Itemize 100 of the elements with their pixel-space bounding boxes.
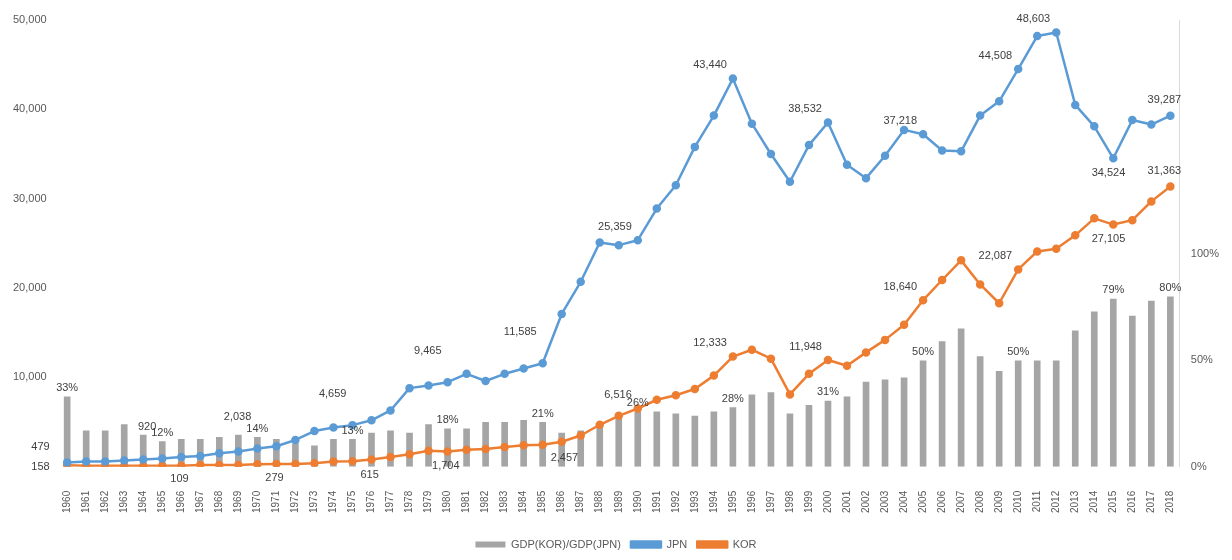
legend-label: KOR [732, 537, 757, 550]
x-tick-label: 2016 [1126, 490, 1138, 513]
x-tick-label: 1961 [79, 490, 91, 513]
x-tick-label: 1962 [98, 490, 110, 513]
x-tick-label: 1964 [136, 490, 148, 513]
x-tick-label: 1986 [555, 490, 567, 513]
data-label: 158 [31, 460, 50, 473]
x-tick-label: 2010 [1011, 490, 1023, 513]
x-tick-label: 1987 [574, 490, 586, 513]
x-tick-label: 2012 [1049, 490, 1061, 513]
data-label: 920 [137, 420, 157, 433]
x-tick-label: 1990 [631, 490, 643, 513]
data-label: 2,038 [223, 410, 252, 423]
x-tick-label: 1980 [441, 490, 453, 513]
x-tick-label: 2011 [1030, 490, 1042, 513]
data-label: 37,218 [883, 113, 918, 126]
x-tick-label: 2000 [821, 490, 833, 513]
data-label: 13% [341, 423, 364, 436]
x-tick-label: 1971 [270, 490, 282, 513]
data-label: 615 [360, 467, 379, 480]
x-tick-label: 2018 [1164, 490, 1176, 513]
x-tick-label: 1975 [346, 490, 358, 513]
data-label: 50% [912, 344, 935, 357]
data-label: 14% [246, 421, 269, 434]
data-label: 27,105 [1091, 232, 1126, 245]
legend-label: GDP(KOR)/GDP(JPN) [510, 537, 621, 550]
x-tick-label: 1974 [327, 490, 339, 513]
x-tick-label: 2004 [897, 490, 909, 513]
data-label: 44,508 [978, 48, 1013, 61]
x-tick-label: 1977 [384, 490, 396, 513]
data-label: 479 [31, 439, 50, 452]
x-tick-label: 1978 [403, 490, 415, 513]
x-tick-label: 1979 [422, 490, 434, 513]
data-label: 18,640 [883, 279, 918, 292]
x-tick-label: 2008 [973, 490, 985, 513]
data-label: 12,333 [693, 336, 727, 349]
y-tick-label: 10,000 [12, 370, 47, 383]
data-label: 18% [436, 412, 459, 425]
data-label: 31,363 [1147, 164, 1182, 177]
x-tick-label: 1998 [783, 490, 795, 513]
data-label: 11,585 [503, 324, 537, 337]
x-tick-label: 1983 [498, 490, 510, 513]
data-label: 21% [531, 406, 554, 419]
data-label: 22,087 [978, 248, 1013, 261]
x-tick-label: 1968 [213, 490, 225, 513]
data-label: 34,524 [1091, 165, 1126, 178]
data-label: 109 [170, 472, 189, 485]
y-tick-label: 40,000 [12, 102, 47, 115]
x-tick-label: 2001 [840, 490, 852, 513]
x-tick-label: 1994 [707, 490, 719, 513]
x-tick-label: 2006 [935, 490, 947, 513]
data-label: 79% [1102, 283, 1125, 296]
data-label: 48,603 [1016, 12, 1051, 25]
data-label: 279 [265, 470, 284, 483]
data-label: 25,359 [598, 219, 632, 232]
data-label: 11,948 [789, 339, 822, 352]
y-tick-label: 30,000 [12, 191, 47, 204]
x-tick-label: 2007 [954, 490, 966, 513]
x-tick-label: 1969 [232, 490, 244, 513]
data-label: 31% [816, 385, 840, 398]
x-tick-label: 1970 [251, 490, 263, 513]
x-tick-label: 1967 [194, 490, 206, 513]
data-label: 2,457 [550, 451, 579, 464]
x-tick-label: 1988 [593, 490, 605, 513]
data-label: 6,516 [604, 388, 632, 401]
x-tick-label: 2017 [1145, 490, 1157, 513]
x-tick-label: 1992 [669, 490, 681, 513]
legend-label: JPN [666, 537, 688, 550]
x-tick-label: 1989 [612, 490, 624, 513]
data-label: 1,704 [432, 459, 460, 472]
y2-tick-label: 50% [1190, 353, 1214, 366]
x-tick-label: 1995 [726, 490, 738, 513]
y-tick-label: 20,000 [12, 281, 47, 294]
x-tick-label: 2013 [1069, 490, 1080, 513]
y2-tick-label: 100% [1190, 247, 1220, 260]
data-label: 39,287 [1147, 93, 1182, 106]
x-tick-label: 1993 [688, 490, 700, 513]
y-tick-label: 50,000 [12, 13, 47, 26]
x-tick-label: 1997 [764, 490, 776, 513]
y2-tick-label: 0% [1190, 459, 1207, 472]
x-tick-label: 1976 [365, 490, 377, 513]
x-tick-label: 1991 [650, 490, 662, 513]
x-tick-label: 1999 [802, 490, 814, 513]
data-label: 9,465 [414, 343, 442, 356]
data-label: 80% [1159, 281, 1182, 294]
data-label: 38,532 [788, 102, 822, 114]
x-tick-label: 1972 [289, 490, 301, 513]
data-label: 33% [56, 381, 79, 394]
x-tick-label: 2015 [1107, 490, 1119, 513]
x-tick-label: 1996 [745, 490, 757, 513]
x-tick-label: 1973 [308, 490, 320, 513]
x-tick-label: 2002 [859, 490, 871, 513]
x-tick-label: 1963 [117, 490, 129, 513]
x-tick-label: 2005 [916, 490, 928, 513]
x-tick-label: 1981 [460, 490, 472, 513]
x-tick-label: 1960 [60, 490, 72, 513]
x-tick-label: 1985 [536, 490, 548, 513]
x-tick-label: 1982 [479, 490, 491, 513]
x-tick-label: 2014 [1088, 490, 1100, 513]
data-label: 50% [1007, 344, 1030, 357]
